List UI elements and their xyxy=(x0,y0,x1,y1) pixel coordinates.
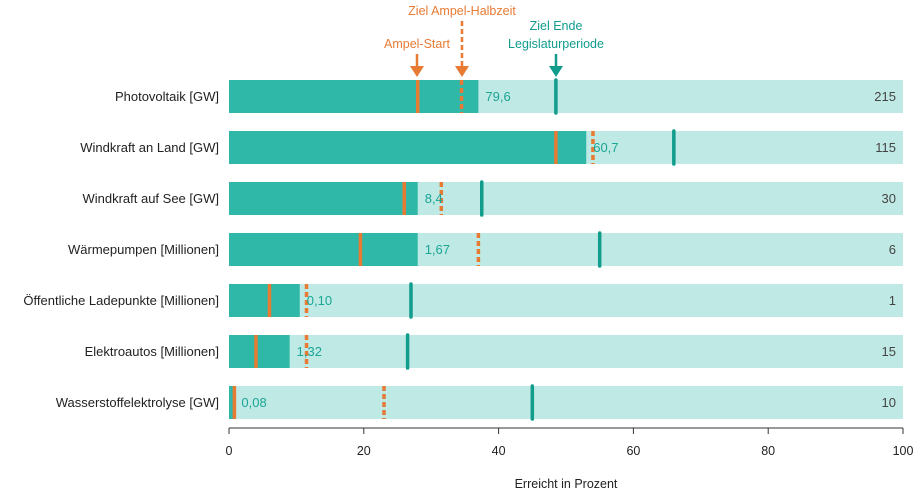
category-label: Wasserstoffelektrolyse [GW] xyxy=(56,395,219,410)
bar-achieved xyxy=(229,386,235,419)
category-label: Windkraft auf See [GW] xyxy=(82,191,219,206)
annotation-ziel-ampel-halbzeit: Ziel Ampel-Halbzeit xyxy=(408,4,516,18)
value-label: 0,08 xyxy=(241,395,266,410)
bars-achieved xyxy=(229,80,587,419)
annotation-ziel-ende-line1: Ziel Ende xyxy=(530,19,583,33)
category-labels: Photovoltaik [GW] Windkraft an Land [GW] W… xyxy=(23,89,219,410)
bar-achieved xyxy=(229,80,479,113)
x-tick-label: 80 xyxy=(761,444,775,458)
category-label: Elektroautos [Millionen] xyxy=(85,344,219,359)
arrow-ziel-ende-head xyxy=(549,66,563,77)
bar-background xyxy=(229,335,903,368)
category-label: Photovoltaik [GW] xyxy=(115,89,219,104)
x-tick-label: 0 xyxy=(226,444,233,458)
target-markers xyxy=(232,78,676,421)
value-label: 79,6 xyxy=(485,89,510,104)
bar-background xyxy=(229,386,903,419)
value-labels: 79,6 60,7 8,4 1,67 0,10 1,32 0,08 xyxy=(241,89,618,410)
bar-achieved xyxy=(229,335,290,368)
annotation-ampel-start: Ampel-Start xyxy=(384,37,451,51)
value-label: 60,7 xyxy=(593,140,618,155)
value-label: 8,4 xyxy=(425,191,443,206)
x-tick-label: 40 xyxy=(492,444,506,458)
bar-achieved xyxy=(229,284,300,317)
target-value-label: 1 xyxy=(889,293,896,308)
bar-backgrounds xyxy=(229,80,903,419)
target-value-label: 10 xyxy=(882,395,896,410)
bar-achieved xyxy=(229,182,418,215)
value-label: 1,67 xyxy=(425,242,450,257)
x-tick-label: 20 xyxy=(357,444,371,458)
target-value-label: 6 xyxy=(889,242,896,257)
target-value-label: 215 xyxy=(874,89,896,104)
x-axis-title: Erreicht in Prozent xyxy=(515,477,618,491)
category-label: Wärmepumpen [Millionen] xyxy=(68,242,219,257)
arrow-ziel-halbzeit-head xyxy=(455,66,469,77)
value-label: 1,32 xyxy=(297,344,322,359)
value-label: 0,10 xyxy=(307,293,332,308)
marker-annotations: Ampel-Start Ziel Ampel-Halbzeit Ziel End… xyxy=(384,4,604,77)
bar-achieved xyxy=(229,233,418,266)
target-value-label: 15 xyxy=(882,344,896,359)
bar-achieved xyxy=(229,131,587,164)
x-tick-label: 60 xyxy=(626,444,640,458)
category-label: Öffentliche Ladepunkte [Millionen] xyxy=(23,293,219,308)
bar-background xyxy=(229,284,903,317)
x-axis-ticks: 0 20 40 60 80 100 xyxy=(226,428,914,458)
category-label: Windkraft an Land [GW] xyxy=(80,140,219,155)
arrow-ampel-start-head xyxy=(410,66,424,77)
annotation-ziel-ende-line2: Legislaturperiode xyxy=(508,37,604,51)
target-value-label: 115 xyxy=(875,140,896,155)
x-tick-label: 100 xyxy=(893,444,914,458)
target-value-label: 30 xyxy=(882,191,896,206)
